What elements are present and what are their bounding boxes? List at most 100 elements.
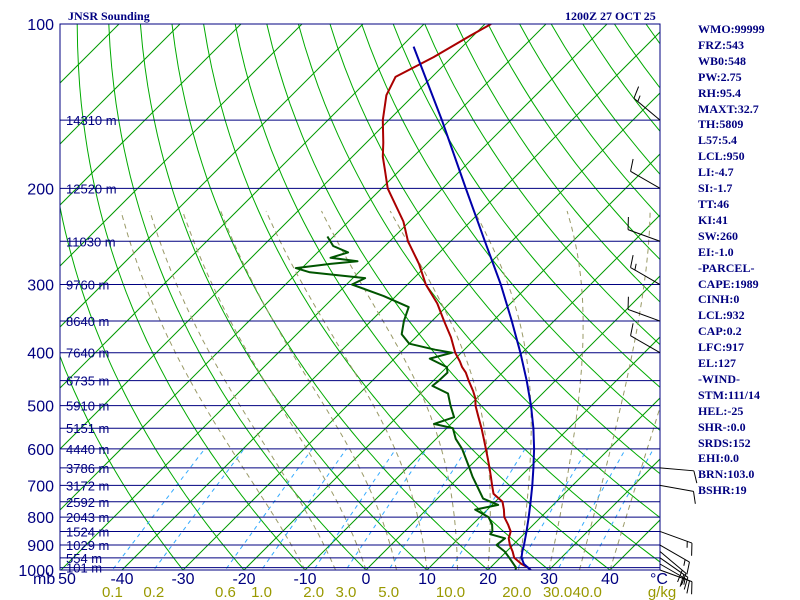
isotherm-line [243, 153, 660, 570]
dry-adiabat [424, 24, 660, 346]
mixing-ratio-tick-label: 30.0 [543, 584, 572, 600]
temperature-tick-label: 50 [58, 571, 76, 588]
dry-adiabat [392, 24, 660, 388]
dry-adiabat [171, 24, 489, 570]
pressure-unit-label: mb [33, 571, 55, 588]
index-hel: HEL:-25 [698, 403, 744, 418]
pressure-tick-label: 100 [27, 17, 54, 34]
moist-adiabat [548, 210, 584, 570]
isotherm-line [304, 214, 660, 570]
height-label: 7640 m [66, 346, 109, 361]
wind-barb [659, 484, 696, 504]
temperature-tick-label: 30 [540, 571, 558, 588]
wind-barb [633, 86, 661, 121]
index-maxt: MAXT:32.7 [698, 101, 759, 116]
height-label: 14310 m [66, 113, 117, 128]
index-brn: BRN:103.0 [698, 467, 755, 482]
temperature-tick-label: 10 [418, 571, 436, 588]
index-rh: RH:95.4 [698, 85, 741, 100]
mixing-ratio-line [224, 448, 313, 570]
index-ei: EI:-1.0 [698, 244, 734, 259]
index-cape: CAPE:1989 [698, 276, 759, 291]
height-label: 3786 m [66, 461, 109, 476]
height-label: 1524 m [66, 524, 109, 539]
chart-title: JNSR Sounding [68, 9, 150, 23]
isotherm-line [487, 397, 660, 570]
index-sw: SW:260 [698, 228, 739, 243]
mixing-ratio-tick-label: 0.1 [102, 584, 123, 600]
wind-barb [659, 544, 690, 575]
index-l57: L57:5.4 [698, 133, 737, 148]
temperature-tick-label: 0 [362, 571, 371, 588]
plot-frame [59, 23, 661, 571]
index-li: LI:-4.7 [698, 165, 734, 180]
dry-adiabat [329, 24, 660, 475]
mixing-ratio-tick-label: 2.0 [303, 584, 324, 600]
wind-barb [627, 296, 661, 322]
index-shr: SHR-:0.0 [698, 419, 746, 434]
wind-barb [630, 158, 661, 189]
pressure-tick-label: 600 [27, 442, 54, 459]
height-label: 101 m [66, 561, 102, 576]
isotherm-line [182, 92, 660, 570]
wind-barb [630, 255, 661, 285]
height-label: 2592 m [66, 495, 109, 510]
isotherm-line [121, 31, 660, 570]
wind-barb [659, 530, 693, 556]
mixing-ratio-line [557, 448, 627, 570]
mixing-ratio-tick-label: 1.0 [251, 584, 272, 600]
mixing-ratio-tick-label: 20.0 [502, 584, 531, 600]
dry-adiabat [76, 24, 306, 570]
parcel-trace [412, 46, 536, 570]
pressure-tick-label: 400 [27, 346, 54, 363]
isotherm-line [60, 24, 242, 206]
pressure-tick-label: 300 [27, 278, 54, 295]
mixing-ratio-line [260, 448, 347, 570]
dry-adiabat [60, 204, 245, 570]
mixing-ratio-tick-label: 5.0 [378, 584, 399, 600]
temperature-profile [381, 24, 532, 570]
index-parcel-lcl: LCL:932 [698, 308, 745, 323]
wind-barb [659, 467, 698, 484]
wind-section-header: -WIND- [698, 371, 740, 386]
height-label: 554 m [66, 551, 102, 566]
chart-timestamp: 1200Z 27 OCT 25 [565, 9, 656, 23]
mixing-ratio-line [313, 448, 397, 570]
mixing-ratio-tick-label: 0.2 [143, 584, 164, 600]
moist-adiabat [473, 210, 532, 570]
height-label: 3172 m [66, 478, 109, 493]
mixing-ratio-line [449, 448, 526, 570]
isotherm-line [60, 24, 303, 267]
pressure-tick-label: 200 [27, 181, 54, 198]
temperature-tick-label: 20 [479, 571, 497, 588]
moist-adiabat [182, 210, 367, 570]
index-srds: SRDS:152 [698, 435, 751, 450]
temperature-unit-label: °C [650, 571, 668, 588]
isotherm-line [60, 24, 486, 450]
mixing-ratio-tick-label: 3.0 [336, 584, 357, 600]
dry-adiabat [234, 24, 611, 570]
isotherm-line [60, 24, 425, 389]
temperature-tick-label: -40 [110, 571, 133, 588]
pressure-tick-label: 700 [27, 478, 54, 495]
index-cinh: CINH:0 [698, 292, 740, 307]
indices-panel: WMO:99999 FRZ:543 WB0:548 PW:2.75 RH:95.… [698, 22, 800, 499]
height-label: 1029 m [66, 538, 109, 553]
mixing-ratio-line [388, 448, 468, 570]
dry-adiabat [297, 24, 660, 519]
mixing-ratio-line [111, 448, 206, 570]
index-lcl: LCL:950 [698, 149, 745, 164]
dry-adiabat [139, 24, 428, 570]
height-label: 5151 m [66, 421, 109, 436]
pressure-tick-label: 500 [27, 399, 54, 416]
index-bshr: BSHR:19 [698, 483, 747, 498]
index-ehi: EHI:0.0 [698, 451, 740, 466]
isotherm-line [548, 458, 660, 570]
dry-adiabat [60, 354, 184, 570]
mixing-ratio-tick-label: 0.6 [215, 584, 236, 600]
index-pw: PW:2.75 [698, 69, 742, 84]
height-label: 2043 m [66, 510, 109, 525]
pressure-tick-label: 900 [27, 538, 54, 555]
height-label: 8640 m [66, 314, 109, 329]
